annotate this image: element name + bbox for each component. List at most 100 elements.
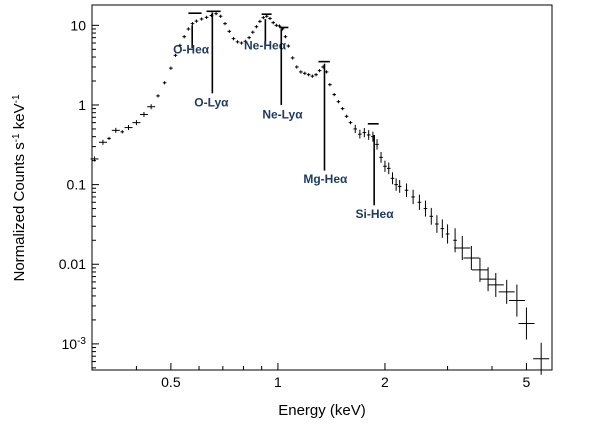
- data-point: [340, 107, 345, 111]
- data-point: [290, 56, 295, 60]
- y-axis-title-mid: keV: [11, 103, 28, 133]
- data-point: [453, 228, 457, 253]
- plot-frame: [91, 4, 553, 371]
- data-point: [204, 15, 209, 19]
- alpha-symbol: α: [279, 38, 287, 52]
- annotation-label-text: O-Ly: [194, 96, 221, 110]
- data-point: [299, 70, 303, 74]
- data-point: [268, 16, 272, 21]
- data-point: [199, 17, 204, 21]
- data-point: [214, 12, 218, 16]
- data-point: [397, 179, 402, 193]
- data-point: [366, 130, 371, 140]
- y-tick-label-base: 10: [62, 336, 78, 352]
- y-axis-title-sup1: -1: [11, 133, 22, 142]
- data-point: [107, 136, 111, 141]
- annotation-label: Ne-Heα: [244, 38, 287, 52]
- data-point: [178, 43, 182, 47]
- data-point: [306, 73, 311, 77]
- data-point: [344, 114, 349, 118]
- data-point: [194, 19, 199, 23]
- data-point: [423, 200, 428, 217]
- data-point: [261, 16, 266, 20]
- data-point: [383, 160, 387, 172]
- data-point: [156, 94, 160, 98]
- data-point: [147, 104, 156, 110]
- data-point: [445, 224, 450, 244]
- data-point: [227, 29, 232, 33]
- data-point: [231, 37, 236, 41]
- y-tick-label: 1: [78, 97, 86, 113]
- annotation-label: O-Heα: [173, 43, 210, 57]
- data-point: [132, 120, 141, 126]
- data-point: [328, 83, 332, 87]
- data-point: [111, 127, 120, 133]
- data-point: [254, 25, 259, 29]
- data-point: [463, 245, 480, 270]
- data-point: [271, 21, 276, 25]
- data-point: [251, 30, 255, 34]
- data-point: [390, 172, 395, 185]
- data-point: [480, 267, 497, 292]
- data-point: [487, 272, 504, 297]
- data-point: [190, 22, 195, 26]
- data-point: [310, 74, 315, 78]
- data-point: [120, 130, 125, 134]
- line-annotation: Mg-Heα: [303, 60, 348, 186]
- data-point: [162, 81, 167, 85]
- alpha-symbol: α: [340, 172, 348, 186]
- data-point: [498, 279, 515, 304]
- line-annotation: O-Heα: [173, 12, 210, 57]
- data-point: [235, 40, 240, 44]
- y-axis-title-sup2: -1: [11, 94, 22, 103]
- annotation-label: Mg-Heα: [303, 172, 348, 186]
- data-point: [435, 215, 439, 233]
- annotation-label-text: Si-He: [356, 207, 387, 221]
- data-point: [317, 69, 322, 73]
- data-point: [173, 53, 178, 57]
- data-point: [324, 70, 329, 74]
- data-point: [302, 71, 307, 75]
- y-tick-label-sup: -3: [77, 335, 86, 346]
- data-point: [139, 111, 148, 117]
- x-axis-ticks: 0.5 1 2 5: [135, 363, 531, 390]
- data-series: [90, 12, 550, 375]
- annotation-label-text: Mg-He: [303, 172, 340, 186]
- data-point: [286, 44, 291, 48]
- annotation-label: Si-Heα: [356, 207, 395, 221]
- data-point: [314, 73, 318, 77]
- x-tick-label: 0.5: [161, 374, 181, 390]
- data-point: [386, 162, 391, 175]
- annotation-label-text: Ne-Ly: [262, 107, 295, 121]
- data-point: [440, 219, 445, 238]
- data-point: [243, 39, 248, 43]
- data-point: [362, 127, 367, 138]
- y-tick-label: 10: [70, 17, 86, 33]
- alpha-symbol: α: [221, 96, 229, 110]
- data-point: [90, 156, 99, 162]
- y-tick-label: 10-3: [62, 335, 87, 352]
- y-tick-label: 0.1: [67, 177, 87, 193]
- data-point: [429, 207, 434, 225]
- data-point: [348, 121, 353, 125]
- data-point: [394, 178, 398, 191]
- data-point: [247, 36, 251, 40]
- x-tick-label: 5: [523, 374, 531, 390]
- data-point: [294, 65, 299, 69]
- annotation-label: O-Lyα: [194, 96, 229, 110]
- data-point: [471, 257, 488, 282]
- data-point: [283, 35, 288, 39]
- data-point: [508, 284, 525, 317]
- alpha-symbol: α: [295, 107, 303, 121]
- line-annotation: Ne-Heα: [244, 13, 287, 52]
- y-tick-label: 0.01: [59, 256, 86, 272]
- data-point: [358, 129, 362, 139]
- data-point: [375, 139, 379, 150]
- data-point: [239, 41, 244, 45]
- data-point: [169, 66, 173, 70]
- x-axis-title: Energy (keV): [278, 402, 366, 419]
- data-point: [98, 139, 107, 145]
